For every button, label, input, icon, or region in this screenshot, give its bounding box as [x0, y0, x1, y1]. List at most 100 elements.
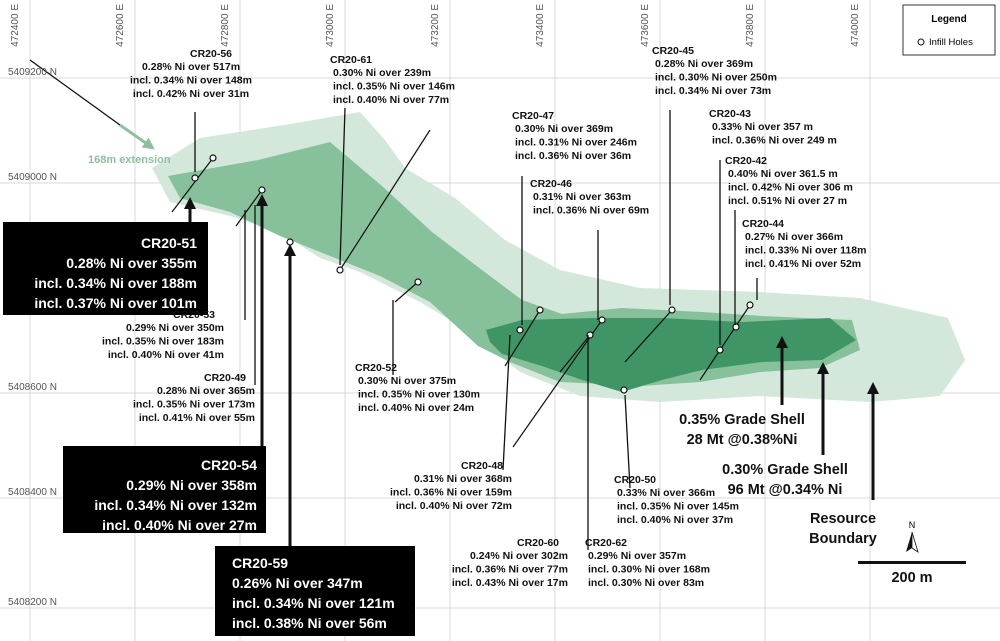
hole-result: incl. 0.35% Ni over 130m: [358, 389, 480, 401]
hole-id: CR20-51: [141, 235, 197, 251]
hole-result: incl. 0.34% Ni over 188m: [34, 275, 197, 291]
hole-result: 0.30% Ni over 375m: [358, 375, 456, 387]
hole-result: 0.33% Ni over 366m: [617, 487, 715, 499]
hole-result: incl. 0.34% Ni over 132m: [94, 497, 257, 513]
hole-result: incl. 0.40% Ni over 72m: [396, 500, 512, 512]
hole-result: incl. 0.38% Ni over 56m: [232, 615, 387, 631]
y-axis-label: 5409000 N: [8, 172, 57, 183]
hole-result: incl. 0.42% Ni over 306 m: [728, 182, 853, 194]
hole-result: incl. 0.35% Ni over 146m: [333, 81, 455, 93]
x-axis-label: 473800 E: [745, 4, 756, 47]
hole-result: incl. 0.51% Ni over 27 m: [728, 195, 847, 207]
hole-label-box: [215, 546, 415, 636]
hole-result: incl. 0.42% Ni over 31m: [133, 88, 249, 100]
legend-symbol: [917, 38, 925, 46]
hole-result: 0.33% Ni over 357 m: [712, 121, 813, 133]
shell-label: 0.35% Grade Shell: [679, 412, 805, 428]
y-axis-label: 5408600 N: [8, 382, 57, 393]
hole-result: 0.29% Ni over 358m: [126, 477, 257, 493]
hole-id: CR20-56: [190, 48, 232, 60]
hole-result: 0.26% Ni over 347m: [232, 575, 363, 591]
hole-result: incl. 0.30% Ni over 250m: [655, 72, 777, 84]
shell-label: 96 Mt @0.34% Ni: [728, 482, 843, 498]
hole-result: incl. 0.34% Ni over 73m: [655, 85, 771, 97]
scale-bar: [858, 561, 966, 564]
hole-result: incl. 0.40% Ni over 24m: [358, 402, 474, 414]
hole-id: CR20-43: [709, 108, 751, 120]
north-arrow: [911, 531, 919, 553]
hole-label-box: [3, 222, 208, 315]
shell-label: 0.30% Grade Shell: [722, 462, 848, 478]
hole-result: incl. 0.40% Ni over 41m: [108, 349, 224, 361]
hole-result: 0.28% Ni over 517m: [142, 61, 240, 73]
hole-id: CR20-42: [725, 155, 767, 167]
hole-result: 0.28% Ni over 369m: [655, 58, 753, 70]
x-axis-label: 472400 E: [10, 4, 21, 47]
leader-lines: [29, 59, 879, 550]
extension-label: 168m extension: [88, 154, 171, 166]
boundary-label: Boundary: [809, 531, 877, 547]
hole-result: 0.31% Ni over 368m: [414, 473, 512, 485]
hole-result: incl. 0.30% Ni over 83m: [588, 577, 704, 589]
y-axis-label: 5408200 N: [8, 597, 57, 608]
hole-id: CR20-47: [512, 110, 554, 122]
hole-result: incl. 0.34% Ni over 121m: [232, 595, 395, 611]
legend-box: [902, 4, 996, 56]
hole-result: incl. 0.36% Ni over 77m: [452, 564, 568, 576]
hole-result: 0.40% Ni over 361.5 m: [728, 168, 838, 180]
hole-id: CR20-62: [585, 537, 627, 549]
hole-id: CR20-59: [232, 555, 288, 571]
hole-result: incl. 0.35% Ni over 173m: [133, 399, 255, 411]
hole-result: 0.29% Ni over 350m: [126, 322, 224, 334]
hole-id: CR20-50: [614, 474, 656, 486]
hole-result: incl. 0.34% Ni over 148m: [130, 75, 252, 87]
hole-result: incl. 0.37% Ni over 101m: [34, 295, 197, 311]
hole-result: incl. 0.40% Ni over 77m: [333, 94, 449, 106]
hole-id: CR20-53: [173, 309, 215, 321]
hole-result: incl. 0.36% Ni over 36m: [515, 150, 631, 162]
hole-result: 0.28% Ni over 365m: [157, 385, 255, 397]
hole-result: incl. 0.30% Ni over 168m: [588, 564, 710, 576]
grade-shell-035: [486, 318, 856, 392]
hole-result: 0.29% Ni over 357m: [588, 550, 686, 562]
hole-result: incl. 0.41% Ni over 52m: [745, 258, 861, 270]
hole-result: incl. 0.36% Ni over 159m: [390, 487, 512, 499]
hole-result: 0.31% Ni over 363m: [533, 191, 631, 203]
hole-label-box: [63, 446, 266, 533]
shell-label: 28 Mt @0.38%Ni: [687, 432, 798, 448]
hole-result: 0.30% Ni over 369m: [515, 123, 613, 135]
hole-result: incl. 0.35% Ni over 145m: [617, 501, 739, 513]
legend-item: Infill Holes: [929, 37, 973, 48]
hole-result: 0.30% Ni over 239m: [333, 67, 431, 79]
hole-labels: CR20-560.28% Ni over 517m incl. 0.34% Ni …: [3, 45, 866, 636]
hole-id: CR20-54: [201, 457, 257, 473]
hole-result: incl. 0.40% Ni over 37m: [617, 514, 733, 526]
hole-result: incl. 0.40% Ni over 27m: [102, 517, 257, 533]
hole-result: incl. 0.33% Ni over 118m: [745, 245, 866, 257]
hole-id: CR20-52: [355, 362, 397, 374]
hole-id: CR20-49: [204, 372, 246, 384]
boundary-label: Resource: [810, 511, 876, 527]
x-axis-label: 473600 E: [640, 4, 651, 47]
hole-id: CR20-46: [530, 178, 572, 190]
hole-result: incl. 0.43% Ni over 17m: [452, 577, 568, 589]
hole-result: incl. 0.36% Ni over 69m: [533, 205, 649, 217]
x-axis-label: 472600 E: [115, 4, 126, 47]
x-axis-label: 472800 E: [220, 4, 231, 47]
hole-id: CR20-45: [652, 45, 694, 57]
legend-title: Legend: [931, 14, 967, 25]
hole-id: CR20-48: [461, 460, 503, 472]
hole-id: CR20-44: [742, 218, 784, 230]
north-arrow: [906, 532, 912, 552]
hole-result: incl. 0.36% Ni over 249 m: [712, 135, 837, 147]
hole-result: 0.28% Ni over 355m: [66, 255, 197, 271]
y-axis-label: 5408400 N: [8, 487, 57, 498]
x-axis-label: 473200 E: [430, 4, 441, 47]
hole-result: incl. 0.35% Ni over 183m: [102, 336, 224, 348]
hole-result: 0.27% Ni over 366m: [745, 231, 843, 243]
hole-result: incl. 0.31% Ni over 246m: [515, 137, 637, 149]
drill-traces: [171, 129, 754, 448]
hole-result: 0.24% Ni over 302m: [470, 550, 568, 562]
